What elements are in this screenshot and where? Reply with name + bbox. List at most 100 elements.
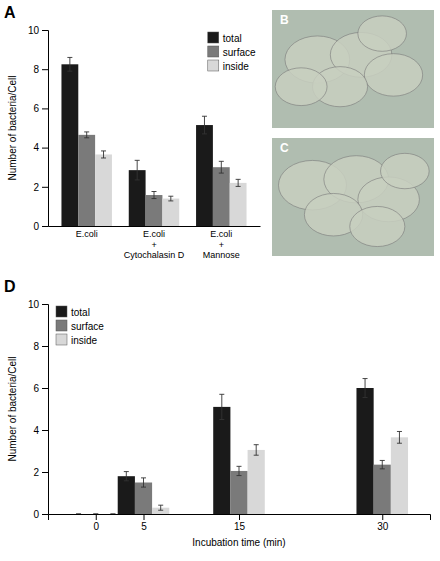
y-axis-title: Number of bacteria/Cell (7, 356, 18, 461)
legend-label: total (71, 307, 90, 318)
legend-label: inside (71, 335, 98, 346)
bar (248, 450, 265, 514)
y-tick-label: 0 (33, 221, 39, 232)
x-tick-label-line: Mannose (203, 250, 240, 260)
bar (213, 167, 230, 226)
x-axis: 0 5 15 30 (49, 514, 431, 532)
panel: 0246810051530Incubation time (min)Number… (7, 299, 431, 548)
error-bar (380, 460, 385, 468)
bar (70, 514, 87, 515)
y-tick-mark (42, 108, 48, 109)
error-bar (168, 196, 173, 201)
y-tick: 2 (33, 182, 48, 193)
legend-item: total (208, 32, 242, 44)
bar (391, 437, 408, 514)
x-tick-mark (96, 514, 97, 520)
y-tick: 0 (33, 509, 48, 520)
y-tick: 2 (33, 467, 48, 478)
y-tick-mark (42, 388, 48, 389)
x-axis-title: Incubation time (min) (192, 537, 285, 548)
cells (275, 16, 422, 107)
legend-item: surface (56, 320, 104, 332)
legend: total surface inside (56, 306, 104, 346)
error-bar (141, 478, 146, 487)
y-tick: 6 (33, 103, 48, 114)
series (93, 460, 391, 514)
legend-label: total (223, 33, 242, 44)
y-axis: 0246810 (28, 299, 49, 520)
y-axis: 0246810 (28, 25, 49, 232)
legend-item: surface (208, 46, 256, 58)
error-bar (152, 192, 157, 199)
x-axis-line (49, 515, 431, 521)
plot-area (61, 57, 246, 226)
y-tick-mark (42, 346, 48, 347)
image-background (272, 138, 434, 256)
y-axis-title: Number of bacteria/Cell (7, 75, 18, 180)
legend-item: total (56, 306, 90, 318)
image-panel: C (272, 138, 434, 256)
legend-swatch (208, 46, 219, 57)
bar (87, 514, 104, 515)
error-bar (67, 57, 72, 71)
panel-title: C (280, 141, 289, 155)
cell (358, 16, 407, 51)
bar (61, 64, 78, 226)
x-tick-mark (144, 514, 145, 520)
error-bar (76, 514, 81, 515)
cell (364, 54, 422, 96)
x-tick-label: 30 (377, 521, 389, 532)
error-bar (397, 431, 402, 443)
x-tick-label: E.coli+Mannose (203, 229, 240, 260)
series (61, 57, 212, 226)
error-bar (202, 116, 207, 134)
x-tick-label-line: Cytochalasin D (124, 250, 185, 260)
legend-label: surface (71, 321, 104, 332)
legend-swatch (56, 334, 67, 345)
bar (196, 125, 213, 226)
x-tick-label: 5 (141, 521, 147, 532)
x-axis: E.coliE.coli+Cytochalasin DE.coli+Mannos… (49, 227, 261, 261)
x-tick-label: 0 (93, 521, 99, 532)
error-bar (254, 445, 259, 456)
y-tick-label: 8 (33, 64, 39, 75)
series (110, 431, 408, 514)
x-tick-label-line: E.coli (143, 229, 165, 239)
error-bar (219, 394, 224, 419)
x-tick-label-line: E.coli (210, 229, 232, 239)
y-tick-label: 8 (33, 341, 39, 352)
bar (118, 476, 135, 514)
y-tick-label: 4 (33, 425, 39, 436)
y-tick-mark (42, 30, 48, 31)
bar (104, 514, 121, 515)
legend-label: inside (223, 61, 250, 72)
error-bar (363, 379, 368, 398)
y-axis-line (42, 305, 49, 515)
legend-item: inside (56, 334, 98, 346)
y-tick: 10 (28, 25, 48, 36)
plot-area (76, 379, 408, 514)
error-bar (158, 505, 163, 510)
error-bar (101, 151, 106, 158)
y-tick-label: 6 (33, 383, 39, 394)
figure: A0246810E.coliE.coli+Cytochalasin DE.col… (0, 0, 440, 561)
y-tick-label: 10 (28, 25, 40, 36)
error-bar (124, 472, 129, 481)
x-tick-mark (239, 514, 240, 520)
legend-label: surface (223, 47, 256, 58)
legend: total surface inside (208, 32, 256, 72)
bar (95, 154, 112, 226)
y-tick-mark (42, 430, 48, 431)
y-axis-line (42, 31, 49, 227)
y-tick-mark (42, 514, 48, 515)
x-tick: E.coli+Cytochalasin D (124, 229, 185, 260)
bar (356, 388, 373, 514)
x-tick-mark (382, 514, 383, 520)
y-tick-mark (42, 69, 48, 70)
panel-title: D (4, 278, 16, 295)
legend-swatch (208, 60, 219, 71)
bar (146, 195, 163, 226)
error-bar (93, 514, 98, 515)
y-tick: 8 (33, 64, 48, 75)
x-tick-label: 15 (234, 521, 246, 532)
